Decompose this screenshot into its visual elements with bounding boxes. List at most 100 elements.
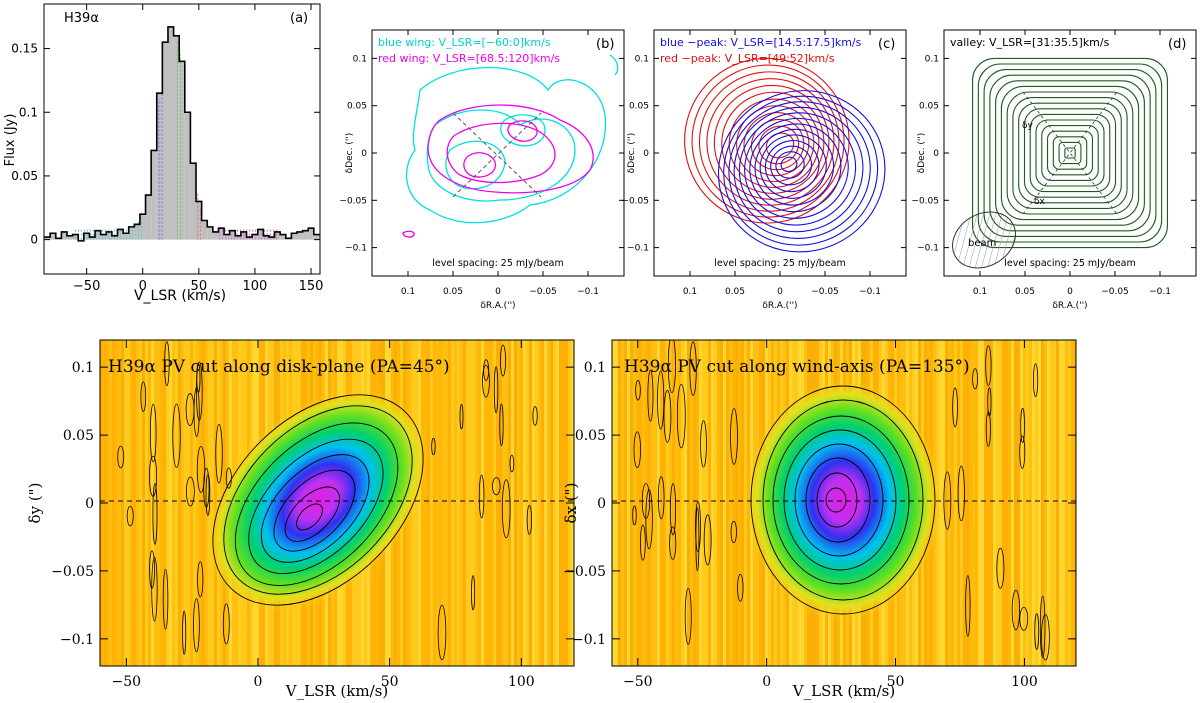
x-tick-label: 100 [243, 279, 268, 294]
valley-contour [1035, 119, 1105, 187]
flux-bar [280, 234, 286, 240]
x-tick-label: −50 [73, 279, 100, 294]
x-tick-label: −0.1 [577, 287, 599, 297]
noise-contour [195, 361, 203, 421]
noise-stripe [469, 340, 472, 666]
panel-b-legend-blue: blue wing: V_LSR=[−60:0]km/s [378, 36, 551, 49]
noise-contour [695, 507, 700, 572]
x-tick-label: 100 [1011, 674, 1038, 690]
x-tick-label: 50 [381, 674, 399, 690]
noise-contour [667, 340, 676, 394]
noise-stripe [720, 340, 723, 666]
flux-bar [313, 234, 320, 240]
x-tick-label: −0.1 [1149, 287, 1171, 297]
x-tick-label: 0 [495, 287, 501, 297]
valley-contour [1046, 130, 1094, 176]
noise-stripe [199, 340, 202, 666]
panel-c-legend-red: red −peak: V_LSR=[49:52]km/s [660, 52, 835, 65]
noise-contour [205, 474, 211, 516]
x-tick-label: 0 [1067, 287, 1073, 297]
noise-stripe [547, 340, 550, 666]
panel-a-ticks: −50 0 50 100 150 0 0.05 0.1 0.15 [11, 4, 323, 294]
panel-b-level-spacing: level spacing: 25 mJy/beam [432, 258, 563, 269]
blue-peak-contour [717, 90, 886, 253]
noise-contour [459, 403, 464, 430]
noise-stripe [969, 340, 972, 666]
flux-bar [218, 228, 225, 240]
noise-contour [632, 505, 637, 526]
noise-stripe [945, 340, 948, 666]
noise-stripe [708, 340, 711, 666]
y-tick-label: 0.1 [584, 360, 606, 376]
noise-stripe [1041, 340, 1044, 666]
flux-bar [44, 237, 51, 240]
flux-bar [72, 234, 79, 240]
flux-bar [139, 214, 146, 240]
noise-stripe [523, 340, 526, 666]
noise-stripe [142, 340, 145, 666]
noise-stripe [151, 340, 154, 666]
noise-contour [493, 366, 499, 414]
noise-stripe [1056, 340, 1059, 666]
x-tick-label: −0.05 [1101, 287, 1129, 297]
noise-contour [140, 381, 147, 412]
noise-stripe [535, 340, 538, 666]
noise-stripe [672, 340, 675, 666]
x-tick-label: −50 [623, 674, 653, 690]
noise-stripe [436, 340, 439, 666]
noise-stripe [517, 340, 520, 666]
x-tick-label: 50 [887, 674, 905, 690]
noise-stripe [154, 340, 157, 666]
x-tick-label: −0.05 [529, 287, 557, 297]
noise-stripe [1014, 340, 1017, 666]
noise-stripe [541, 340, 544, 666]
noise-contour [196, 445, 206, 493]
valley-contour [1012, 97, 1128, 209]
noise-stripe [723, 340, 726, 666]
noise-contour [633, 431, 641, 469]
noise-contour [996, 547, 1005, 589]
flux-bar [179, 61, 185, 240]
noise-stripe [451, 340, 454, 666]
pv1-ticks: −50 0 50 100 0.1 0.05 0 −0.05 −0.1 [51, 340, 574, 690]
noise-stripe [651, 340, 654, 666]
noise-contour [639, 524, 646, 561]
flux-bar [190, 163, 197, 240]
noise-stripe [1002, 340, 1005, 666]
x-tick-label: 0.1 [401, 287, 415, 297]
noise-contour [151, 556, 158, 622]
noise-contour [703, 514, 712, 566]
noise-stripe [975, 340, 978, 666]
panel-d-beam-label: beam [968, 238, 996, 249]
panel-a: −50 0 50 100 150 0 0.05 0.1 0.15 H39α (a) V_LSR … [3, 3, 323, 304]
noise-stripe [984, 340, 987, 666]
noise-stripe [942, 340, 945, 666]
y-tick-label: 0.1 [72, 360, 94, 376]
noise-stripe [663, 340, 666, 666]
noise-stripe [705, 340, 708, 666]
noise-stripe [529, 340, 532, 666]
noise-contour [197, 561, 204, 598]
y-tick-label: −0.1 [345, 244, 367, 254]
noise-contour [965, 575, 971, 637]
noise-stripe [127, 340, 130, 666]
noise-stripe [175, 340, 178, 666]
noise-stripe [550, 340, 553, 666]
noise-stripe [666, 340, 669, 666]
flux-bar [61, 231, 67, 240]
flux-bar [240, 231, 247, 240]
y-tick-label: 0.05 [629, 102, 649, 112]
pv2-emission [745, 380, 941, 620]
noise-stripe [424, 340, 427, 666]
noise-stripe [211, 340, 214, 666]
pv2-ylabel: δx (") [562, 483, 580, 524]
flux-bar [145, 195, 152, 240]
noise-stripe [187, 340, 190, 666]
noise-contour [657, 370, 665, 430]
x-tick-label: −0.05 [811, 287, 839, 297]
valley-contour [977, 63, 1163, 243]
panel-c-contours [684, 57, 886, 253]
noise-stripe [627, 340, 630, 666]
y-tick-label: −0.05 [563, 564, 606, 580]
noise-stripe [954, 340, 957, 666]
